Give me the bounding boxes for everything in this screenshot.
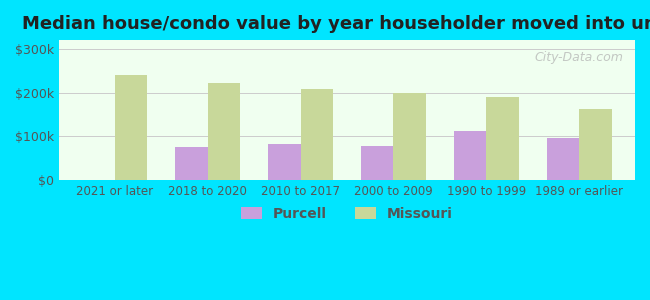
- Bar: [268, 144, 300, 180]
- Bar: [207, 83, 240, 180]
- Bar: [361, 146, 393, 180]
- Bar: [486, 97, 519, 180]
- Bar: [547, 138, 579, 180]
- Bar: [579, 109, 612, 180]
- Legend: Purcell, Missouri: Purcell, Missouri: [236, 201, 458, 226]
- Title: Median house/condo value by year householder moved into unit: Median house/condo value by year househo…: [22, 15, 650, 33]
- Bar: [115, 75, 148, 180]
- Bar: [393, 93, 426, 180]
- Text: City-Data.com: City-Data.com: [534, 51, 623, 64]
- Bar: [454, 131, 486, 180]
- Bar: [175, 147, 207, 180]
- Bar: [300, 89, 333, 180]
